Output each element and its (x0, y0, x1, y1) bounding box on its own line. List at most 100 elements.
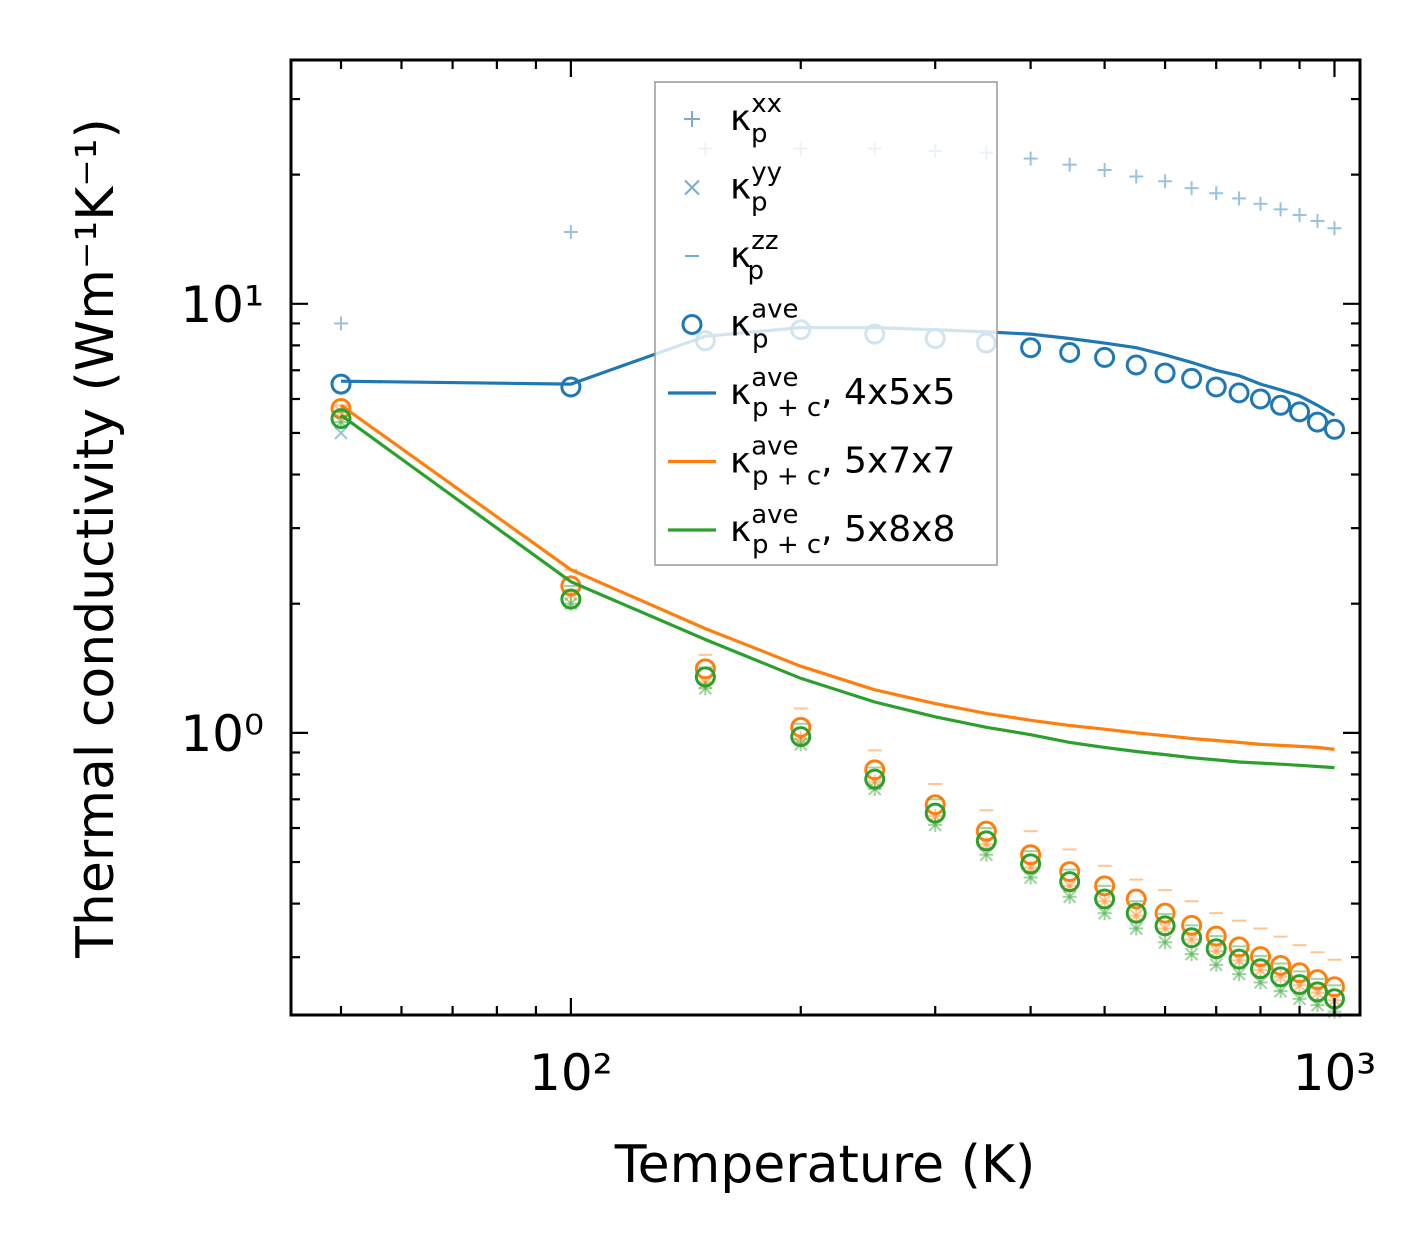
kp-ave-point (694, 658, 716, 680)
kp-yy-point-b (1158, 935, 1172, 949)
kp-ave-point (1289, 974, 1311, 996)
kp-ave-point (1154, 902, 1176, 924)
legend-sup: ave (751, 295, 798, 325)
legend-label: κave p + c, 4x5x5 (730, 363, 955, 423)
kp-ave-point (975, 820, 997, 842)
legend-kappa: κ (730, 235, 751, 276)
legend-label: κave p + c, 5x8x8 (730, 500, 955, 560)
kp-ave-point (1205, 938, 1227, 960)
kp-yy-point-b (334, 426, 348, 440)
kp-yy-point (1097, 906, 1112, 920)
kp-xx-point (1158, 921, 1173, 936)
legend-sup: zz (751, 226, 778, 256)
kp-ave-point (1094, 888, 1116, 910)
legend-sub: p + c (752, 462, 821, 492)
legend-sup: ave (751, 500, 798, 530)
kp-xx-point (1209, 957, 1224, 972)
kp-yy-point (1292, 992, 1307, 1006)
kp-ave-point (790, 716, 812, 738)
kp-xx-point (1253, 196, 1268, 211)
kp-ave-point (1181, 367, 1203, 389)
legend-kappa: κ (730, 98, 751, 139)
kp-xx-point (1158, 174, 1173, 189)
kp-yy-point-b (1097, 894, 1112, 908)
legend-sub: p (752, 325, 769, 355)
legend-sub: p (751, 188, 768, 218)
plot-frame (289, 58, 1362, 1017)
kp-ave-point (1181, 927, 1203, 949)
kp-ave-point (1094, 875, 1116, 897)
series-5x7x7 (330, 398, 1345, 1008)
kp-yy-point-a (1184, 932, 1199, 947)
kp-xx-point (1184, 181, 1199, 196)
kp-yy-point (1184, 947, 1199, 961)
kp-yy-point-b (1129, 921, 1143, 936)
kp-yy-point-b (1184, 947, 1199, 961)
kp-yy-point-b (1232, 967, 1246, 981)
legend-item: κave p + c, 5x7x7 (668, 432, 955, 492)
series-5x7x7-kpc-ave-line (340, 403, 1335, 751)
legend-sub: p (751, 119, 768, 149)
kp-xx-point (334, 316, 349, 331)
kp-ave-point (1181, 914, 1203, 936)
legend-item: κave p (681, 295, 799, 355)
y-tick-label: 10⁰ (180, 705, 264, 763)
x-tick-label: 10² (529, 1044, 613, 1102)
kp-yy-point-b (1097, 906, 1112, 920)
kp-yy-point (1097, 894, 1112, 908)
kp-xx-point (1184, 947, 1199, 962)
kp-xx-point (1062, 157, 1077, 172)
legend-suffix: , 5x7x7 (821, 441, 955, 482)
kp-yy-point-b (1184, 932, 1199, 947)
kp-ave-point (1020, 844, 1042, 866)
kp-ave-point (330, 373, 352, 395)
kp-yy-point-a (1292, 992, 1307, 1006)
legend-item: κxx p (684, 89, 782, 149)
kp-ave-point (1059, 341, 1081, 363)
kp-ave-point (924, 794, 946, 816)
kp-xx-point (928, 817, 943, 832)
kp-yy-point (1129, 921, 1143, 936)
kp-ave-point (1125, 902, 1147, 924)
kp-ave-point (1154, 362, 1176, 384)
kp-xx-point (1158, 935, 1173, 950)
kp-xx-point (867, 774, 882, 789)
series-5x8x8 (330, 408, 1345, 1019)
kp-yy-point-a (1209, 958, 1223, 972)
kp-xx-point (1129, 908, 1144, 923)
kp-xx-point (1209, 186, 1224, 201)
kp-yy-point (1209, 958, 1223, 972)
legend-kappa: κ (730, 441, 751, 482)
legend-item: κave p + c, 5x8x8 (668, 500, 955, 560)
kp-ave-point (694, 666, 716, 688)
kp-ave-point (1306, 981, 1328, 1003)
y-tick-label: 10¹ (180, 276, 264, 334)
kp-yy-point-b (1292, 992, 1307, 1006)
kp-ave-point (1270, 394, 1292, 416)
kp-ave-point (1270, 966, 1292, 988)
kp-ave-point (864, 768, 886, 790)
kp-ave-point (1228, 936, 1250, 958)
kp-ave-point (1289, 401, 1311, 423)
kp-ave-point (1289, 962, 1311, 984)
legend-suffix: , 4x5x5 (821, 372, 955, 413)
legend-label: κzz p (730, 226, 779, 286)
kp-xx-point (1273, 969, 1288, 984)
kp-xx-point (1232, 191, 1247, 206)
kp-ave-point (1323, 418, 1345, 440)
kp-yy-point-b (1273, 984, 1288, 998)
kp-xx-point (1023, 151, 1038, 166)
kp-yy-point-a (1097, 906, 1112, 920)
legend-label: κave p (730, 295, 799, 355)
legend-kappa: κ (730, 304, 751, 345)
kp-ave-point (330, 408, 352, 430)
legend-kappa: κ (730, 509, 751, 550)
kp-yy-point (1062, 890, 1077, 904)
kp-yy-point-a (1184, 947, 1199, 961)
kp-ave-point (1125, 888, 1147, 910)
kp-ave-point (975, 830, 997, 852)
kp-yy-point (1158, 935, 1172, 949)
kp-xx-point (698, 681, 713, 696)
legend-suffix: , 5x8x8 (821, 509, 955, 550)
legend-circle-marker (681, 314, 703, 335)
